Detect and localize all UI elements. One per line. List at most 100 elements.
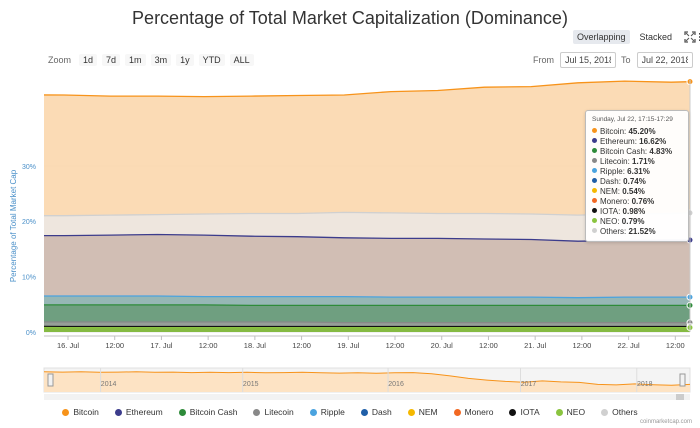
legend-dot-icon: [453, 408, 461, 416]
legend-dot-icon: [601, 408, 609, 416]
zoom-1d-button[interactable]: 1d: [79, 54, 98, 66]
overlapping-button[interactable]: Overlapping: [573, 30, 630, 44]
from-date-input[interactable]: [560, 52, 616, 68]
y-tick-label: 0%: [26, 330, 36, 337]
legend-dot-icon: [555, 408, 563, 416]
series-dot-icon: [592, 218, 597, 223]
stacked-button[interactable]: Stacked: [639, 32, 673, 42]
series-dot-icon: [592, 158, 597, 163]
tooltip-row: Bitcoin: 45.20%: [592, 127, 682, 137]
tooltip-series-name: Dash: [600, 177, 619, 186]
line-bitcoin: [43, 80, 691, 98]
zoom-1y-button[interactable]: 1y: [176, 54, 194, 66]
tooltip: Sunday, Jul 22, 17:15-17:29 Bitcoin: 45.…: [585, 110, 689, 242]
x-tick-label: 12:00: [479, 341, 498, 350]
tooltip-series-value: 0.76%: [631, 197, 655, 206]
tooltip-row: NEM: 0.54%: [592, 187, 682, 197]
tooltip-header: Sunday, Jul 22, 17:15-17:29: [592, 116, 673, 123]
y-tick-label: 10%: [22, 275, 36, 282]
tooltip-series-value: 0.98%: [622, 207, 646, 216]
legend-label: Litecoin: [264, 407, 294, 417]
x-tick-label: 12:00: [292, 341, 311, 350]
y-tick-label: 30%: [22, 164, 36, 171]
legend-item-others[interactable]: Others: [601, 407, 638, 417]
tooltip-row: Ethereum: 16.62%: [592, 137, 682, 147]
x-tick-label: 19. Jul: [337, 341, 359, 350]
tooltip-series-name: Bitcoin: [600, 127, 625, 136]
tooltip-series-value: 1.71%: [632, 157, 655, 166]
legend-item-monero[interactable]: Monero: [453, 407, 493, 417]
range-from: From: [533, 52, 616, 68]
legend-label: NEO: [566, 407, 586, 417]
legend-item-iota[interactable]: IOTA: [509, 407, 540, 417]
legend-item-ethereum[interactable]: Ethereum: [114, 407, 163, 417]
tooltip-series-name: Bitcoin Cash: [600, 147, 645, 156]
zoom-ytd-button[interactable]: YTD: [198, 54, 225, 66]
legend: Bitcoin Ethereum Bitcoin Cash Litecoin Rippl…: [0, 407, 700, 417]
area-neo: [44, 327, 690, 332]
zoom-label: Zoom: [48, 55, 72, 65]
series-dot-icon: [592, 138, 597, 143]
navigator-area: [44, 371, 690, 392]
legend-item-bitcoin-cash[interactable]: Bitcoin Cash: [178, 407, 238, 417]
zoom-bar: Zoom 1d 7d 1m 3m 1y YTD ALL: [48, 53, 259, 67]
series-dot-icon: [592, 228, 597, 233]
legend-item-ripple[interactable]: Ripple: [309, 407, 345, 417]
dominance-chart: 0% 10% 20% 30% Percentage of Total Market Ca…: [9, 78, 694, 400]
navigator-left-handle: [47, 373, 54, 387]
tooltip-series-name: NEM: [600, 187, 618, 196]
tooltip-series-name: Litecoin: [600, 157, 628, 166]
navigator-year-label: 2015: [243, 381, 259, 388]
tooltip-row: Monero: 0.76%: [592, 197, 682, 207]
display-mode-toggle: Overlapping Stacked: [573, 30, 700, 44]
tooltip-series-value: 21.52%: [628, 227, 656, 236]
x-tick-label: 16. Jul: [57, 341, 79, 350]
line-litecoin: [43, 321, 690, 324]
x-tick-label: 12:00: [572, 341, 591, 350]
legend-label: Others: [612, 407, 638, 417]
zoom-7d-button[interactable]: 7d: [102, 54, 121, 66]
tooltip-series-value: 0.54%: [622, 187, 645, 196]
tooltip-row: Ripple: 6.31%: [592, 167, 682, 177]
line-bitcoin-cash: [43, 304, 690, 307]
legend-label: Bitcoin Cash: [189, 407, 238, 417]
to-date-input[interactable]: [636, 52, 693, 68]
legend-item-neo[interactable]: NEO: [555, 407, 586, 417]
tooltip-row: Bitcoin Cash: 4.83%: [592, 147, 682, 157]
legend-item-bitcoin[interactable]: Bitcoin: [62, 407, 99, 417]
navigator-year-label: 2014: [101, 381, 117, 388]
zoom-1m-button[interactable]: 1m: [125, 54, 146, 66]
x-tick-label: 18. Jul: [244, 341, 266, 350]
zoom-3m-button[interactable]: 3m: [150, 54, 172, 66]
tooltip-series-value: 16.62%: [639, 137, 667, 146]
legend-dot-icon: [509, 408, 517, 416]
series-dot-icon: [592, 188, 597, 193]
tooltip-row: IOTA: 0.98%: [592, 207, 682, 217]
series-dot-icon: [592, 148, 597, 153]
legend-item-nem[interactable]: NEM: [407, 407, 438, 417]
series-dot-icon: [592, 128, 597, 133]
tooltip-row: Litecoin: 1.71%: [592, 157, 682, 167]
legend-item-dash[interactable]: Dash: [360, 407, 392, 417]
from-label: From: [533, 55, 554, 65]
series-dot-icon: [592, 208, 597, 213]
tooltip-series-name: NEO: [600, 217, 618, 226]
range-to: To: [621, 52, 693, 68]
x-tick-label: 20. Jul: [431, 341, 453, 350]
tooltip-series-name: Monero: [600, 197, 628, 206]
series-dot-icon: [592, 178, 597, 183]
zoom-all-button[interactable]: ALL: [229, 54, 254, 66]
x-tick-label: 12:00: [199, 341, 218, 350]
x-tick-label: 12:00: [105, 341, 124, 350]
navigator-year-label: 2018: [637, 381, 653, 388]
navigator-year-label: 2016: [388, 381, 404, 388]
scrollbar-thumb: [676, 394, 684, 400]
x-tick-label: 12:00: [386, 341, 405, 350]
legend-item-litecoin[interactable]: Litecoin: [253, 407, 294, 417]
legend-dot-icon: [178, 408, 186, 416]
fullscreen-icon[interactable]: [684, 31, 696, 43]
legend-label: IOTA: [520, 407, 540, 417]
legend-dot-icon: [114, 408, 122, 416]
tooltip-row: NEO: 0.79%: [592, 217, 682, 227]
legend-label: Bitcoin: [73, 407, 99, 417]
